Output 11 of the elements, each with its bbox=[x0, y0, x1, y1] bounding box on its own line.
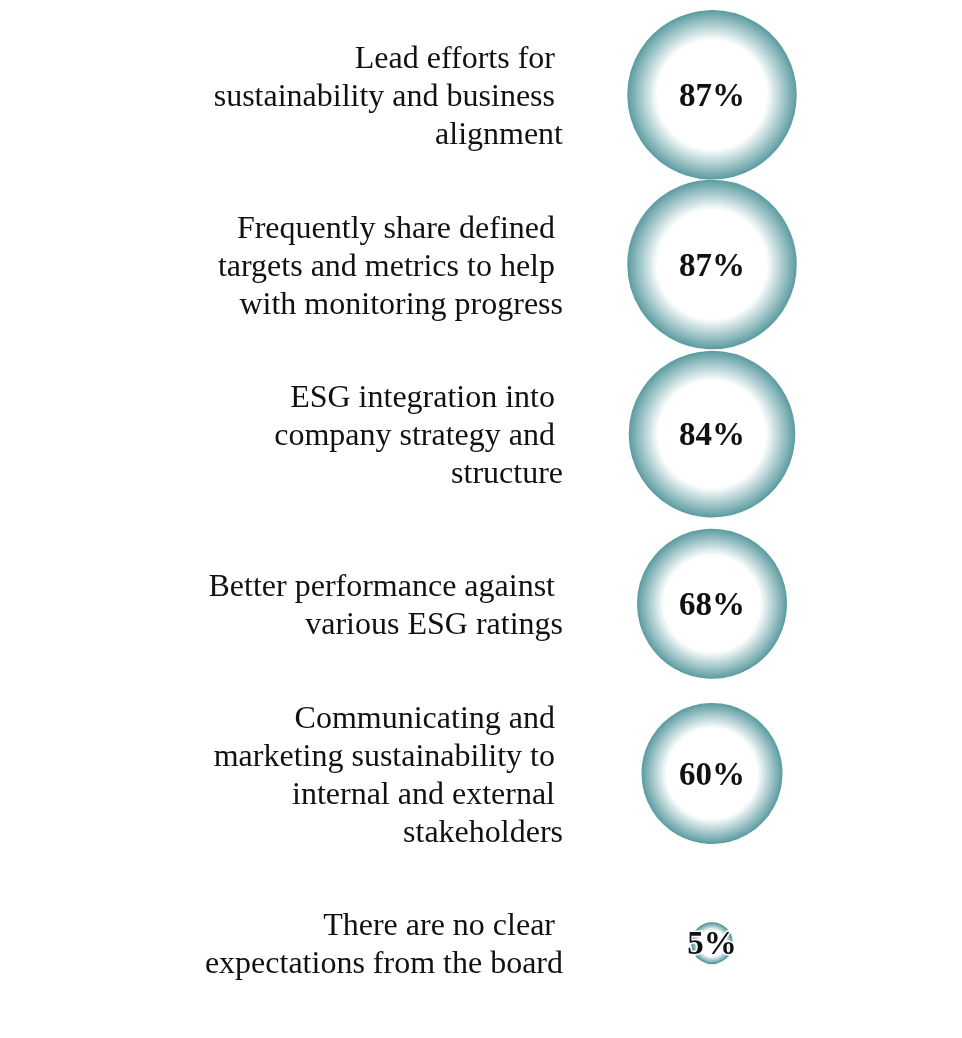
category-label: Better performance against various ESG ratings bbox=[208, 566, 563, 641]
category-label: Frequently share defined targets and metrics to help with monitoring progress bbox=[217, 208, 563, 321]
category-label: Lead efforts for sustainability and business alignment bbox=[213, 38, 564, 151]
data-label: 84% bbox=[679, 416, 745, 453]
data-label: 87% bbox=[679, 76, 745, 113]
data-label: 60% bbox=[679, 755, 745, 792]
data-label: 87% bbox=[679, 246, 745, 283]
category-label: ESG integration into company strategy and structure bbox=[274, 378, 563, 491]
category-label: Communicating and marketing sustainability to internal and external stakeholders bbox=[213, 698, 563, 849]
category-label: There are no clear expectations from the board bbox=[204, 906, 563, 981]
data-label: 68% bbox=[679, 585, 745, 622]
